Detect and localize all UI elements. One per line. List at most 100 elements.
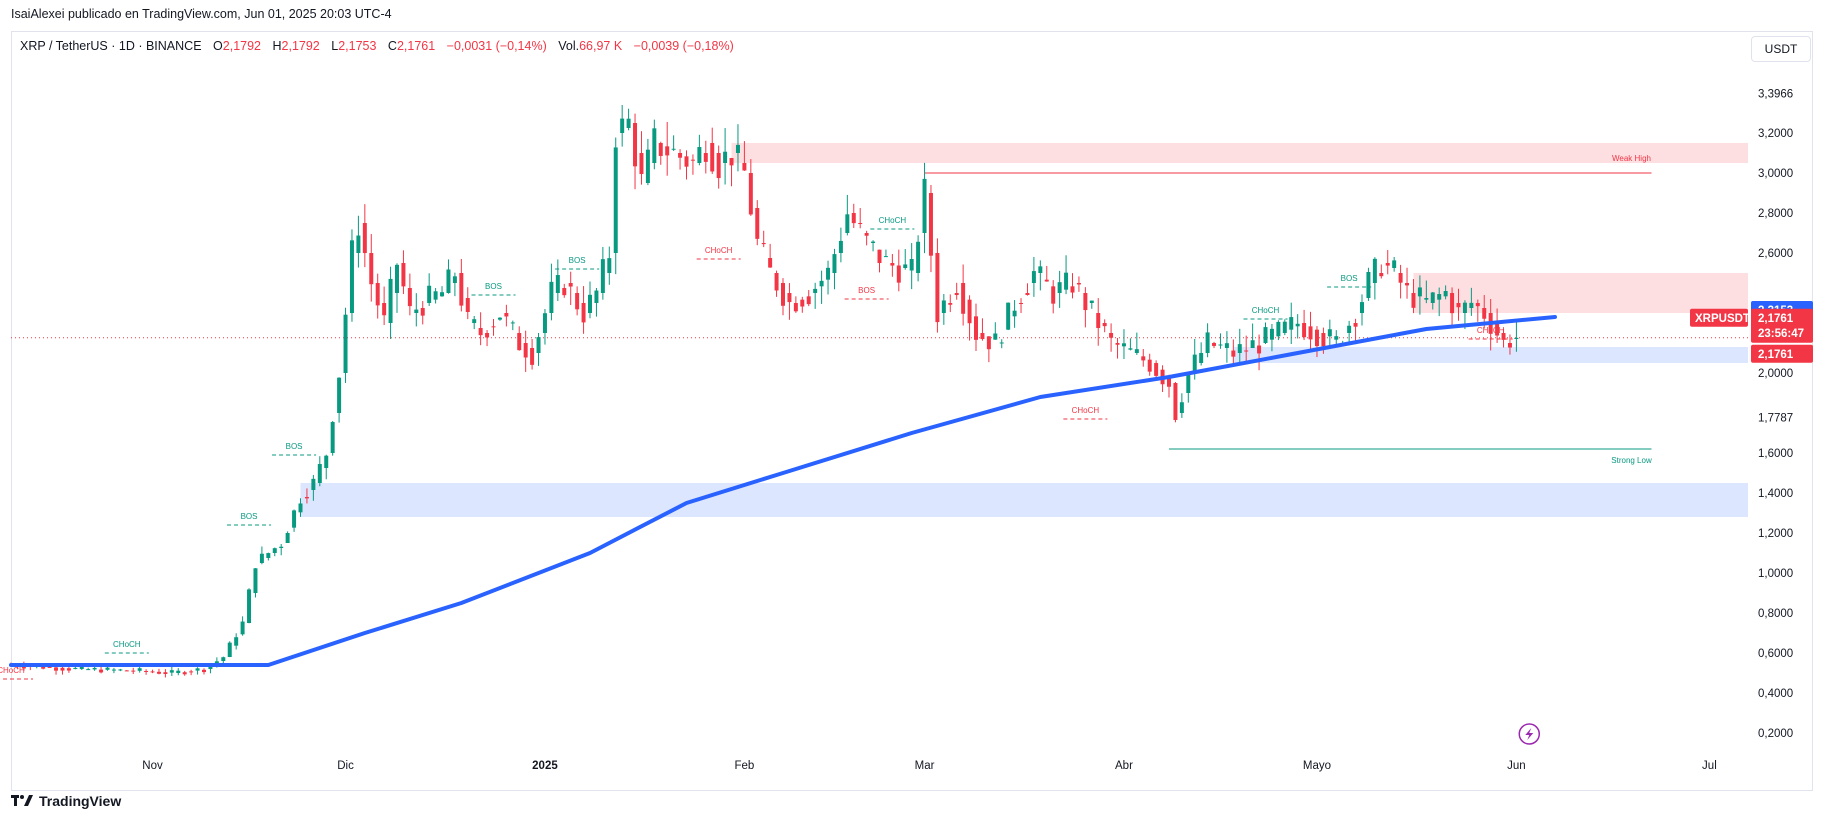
candle-body[interactable] — [240, 621, 245, 635]
candle-body[interactable] — [1070, 286, 1075, 293]
candle-body[interactable] — [890, 263, 895, 266]
candle-body[interactable] — [555, 275, 560, 293]
price-chart[interactable]: Weak High Strong Low CHoCH CHoCH BOS BOS BOS BO… — [0, 0, 1826, 790]
candle-body[interactable] — [568, 283, 573, 287]
candle-body[interactable] — [427, 285, 432, 303]
candle-body[interactable] — [549, 281, 554, 313]
candle-body[interactable] — [1372, 258, 1377, 283]
candle-body[interactable] — [452, 276, 457, 283]
candle-body[interactable] — [298, 503, 303, 513]
candle-body[interactable] — [208, 665, 213, 669]
candle-body[interactable] — [562, 288, 567, 296]
candle-body[interactable] — [710, 143, 715, 172]
candle-body[interactable] — [864, 233, 869, 236]
candle-body[interactable] — [1257, 345, 1262, 354]
candle-body[interactable] — [176, 670, 181, 673]
candle-body[interactable] — [735, 144, 740, 153]
candle-body[interactable] — [1192, 354, 1197, 373]
candle-body[interactable] — [755, 208, 760, 239]
candle-body[interactable] — [838, 240, 843, 253]
candle-body[interactable] — [169, 670, 174, 673]
candle-body[interactable] — [742, 163, 747, 171]
candle-body[interactable] — [723, 151, 728, 163]
candle-body[interactable] — [935, 253, 940, 323]
candle-body[interactable] — [1314, 329, 1319, 347]
candle-body[interactable] — [440, 292, 445, 297]
candle-body[interactable] — [1392, 260, 1397, 268]
candle-body[interactable] — [395, 264, 399, 293]
candle-body[interactable] — [774, 273, 779, 291]
candle-body[interactable] — [1366, 272, 1371, 298]
candle-body[interactable] — [446, 269, 451, 293]
candle-body[interactable] — [41, 666, 46, 669]
candle-body[interactable] — [1514, 337, 1519, 339]
candle-body[interactable] — [317, 464, 322, 483]
candle-body[interactable] — [1430, 292, 1435, 303]
candle-body[interactable] — [285, 533, 290, 543]
candle-body[interactable] — [324, 455, 329, 468]
candle-body[interactable] — [349, 240, 354, 313]
ema-line[interactable] — [9, 315, 1557, 667]
candle-body[interactable] — [916, 241, 921, 273]
tradingview-logo[interactable]: TradingView — [11, 793, 121, 809]
candle-body[interactable] — [800, 299, 805, 307]
candle-body[interactable] — [613, 147, 618, 253]
candle-body[interactable] — [292, 510, 297, 528]
candle-body[interactable] — [272, 548, 277, 553]
candle-body[interactable] — [311, 478, 316, 490]
candle-body[interactable] — [928, 193, 933, 256]
candle-body[interactable] — [118, 669, 123, 671]
candle-body[interactable] — [1495, 323, 1500, 336]
candle-body[interactable] — [150, 671, 155, 673]
candle-body[interactable] — [54, 667, 59, 671]
candle-body[interactable] — [896, 265, 901, 283]
candle-body[interactable] — [645, 149, 650, 183]
candle-body[interactable] — [806, 296, 811, 305]
candle-body[interactable] — [234, 637, 239, 646]
candle-body[interactable] — [1424, 298, 1429, 300]
candle-body[interactable] — [536, 337, 541, 353]
candle-body[interactable] — [472, 319, 477, 323]
candle-body[interactable] — [1302, 323, 1307, 338]
candle-body[interactable] — [581, 303, 586, 323]
candle-body[interactable] — [1128, 348, 1133, 350]
candle-body[interactable] — [986, 336, 991, 350]
candle-body[interactable] — [1231, 350, 1236, 357]
candle-body[interactable] — [530, 348, 535, 365]
candle-body[interactable] — [1083, 293, 1088, 311]
candle-body[interactable] — [639, 153, 644, 175]
candle-body[interactable] — [99, 669, 104, 673]
candle-body[interactable] — [92, 667, 97, 670]
candle-body[interactable] — [1321, 333, 1326, 347]
candle-body[interactable] — [1450, 293, 1455, 314]
candle-body[interactable] — [954, 293, 959, 296]
candle-body[interactable] — [131, 670, 136, 672]
candle-body[interactable] — [195, 668, 200, 671]
candle-body[interactable] — [826, 267, 831, 280]
candle-body[interactable] — [678, 153, 683, 158]
candle-body[interactable] — [465, 298, 470, 312]
candle-body[interactable] — [1167, 376, 1171, 387]
candle-body[interactable] — [304, 497, 309, 499]
candle-body[interactable] — [1154, 363, 1159, 376]
candle-body[interactable] — [1089, 300, 1094, 303]
candle-body[interactable] — [407, 288, 412, 307]
candle-body[interactable] — [1353, 323, 1358, 327]
candle-body[interactable] — [330, 422, 335, 453]
candle-body[interactable] — [497, 317, 502, 320]
candle-body[interactable] — [1025, 293, 1030, 295]
candle-body[interactable] — [1115, 343, 1120, 345]
candle-body[interactable] — [1031, 271, 1036, 283]
candle-body[interactable] — [851, 213, 856, 224]
candle-body[interactable] — [279, 546, 284, 548]
candle-body[interactable] — [189, 671, 194, 673]
candle-body[interactable] — [420, 308, 425, 316]
candle-body[interactable] — [974, 316, 978, 340]
candle-body[interactable] — [1006, 302, 1011, 330]
candle-body[interactable] — [382, 303, 387, 316]
candle-body[interactable] — [1109, 333, 1114, 338]
candle-body[interactable] — [1141, 356, 1146, 361]
candle-body[interactable] — [1469, 302, 1474, 308]
candle-body[interactable] — [781, 283, 785, 306]
candle-body[interactable] — [1019, 303, 1024, 304]
